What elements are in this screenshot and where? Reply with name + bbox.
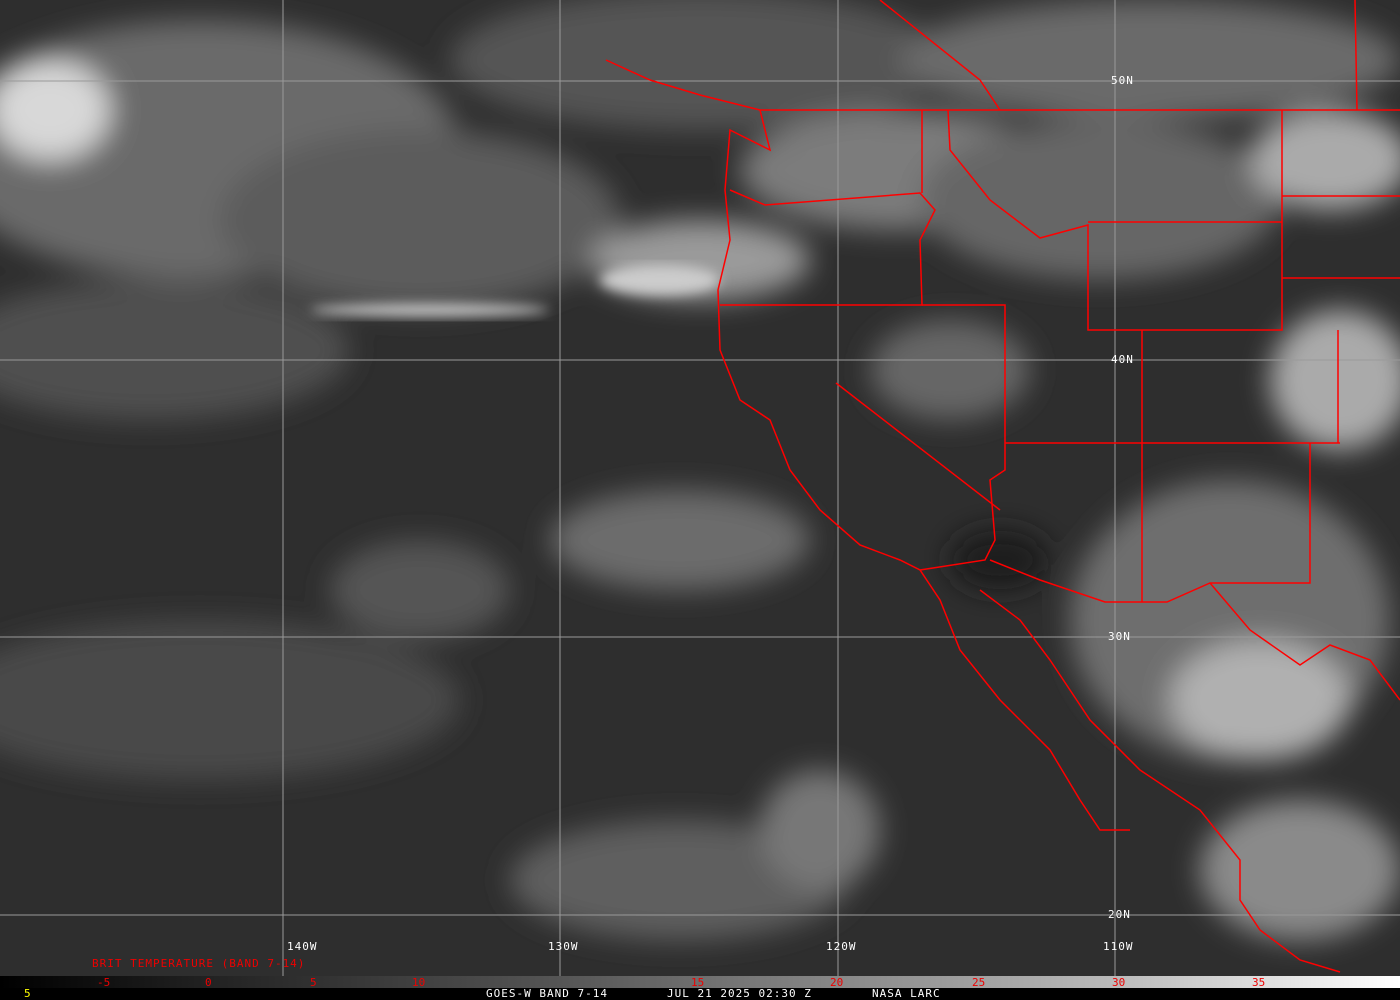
longitude-label: 110W xyxy=(1103,940,1134,953)
longitude-label: 140W xyxy=(287,940,318,953)
latitude-label: 40N xyxy=(1111,353,1134,366)
scale-tick: 5 xyxy=(310,976,317,989)
scale-tick: -5 xyxy=(97,976,111,989)
lat-lon-grid xyxy=(0,0,1400,976)
scale-tick: 10 xyxy=(412,976,426,989)
cloud-cover xyxy=(0,0,1400,940)
latitude-label: 20N xyxy=(1108,908,1131,921)
color-scale-bar xyxy=(0,976,1400,988)
longitude-label: 130W xyxy=(548,940,579,953)
political-borders xyxy=(605,0,1400,973)
scale-left-value: 5 xyxy=(24,987,32,1000)
scale-tick: 30 xyxy=(1112,976,1126,989)
legend-title: BRIT TEMPERATURE (BAND 7-14) xyxy=(92,957,306,970)
data-source: NASA LARC xyxy=(872,987,941,1000)
latitude-label: 50N xyxy=(1111,74,1134,87)
scale-tick: 15 xyxy=(691,976,705,989)
scale-tick: 25 xyxy=(972,976,986,989)
timestamp: JUL 21 2025 02:30 Z xyxy=(667,987,812,1000)
latitude-label: 30N xyxy=(1108,630,1131,643)
scale-tick: 20 xyxy=(830,976,844,989)
scale-tick: 35 xyxy=(1252,976,1266,989)
satellite-band: GOES-W BAND 7-14 xyxy=(486,987,608,1000)
footer-bar: 5 GOES-W BAND 7-14 JUL 21 2025 02:30 Z N… xyxy=(0,987,1400,1000)
longitude-label: 120W xyxy=(826,940,857,953)
scale-tick: 0 xyxy=(205,976,212,989)
